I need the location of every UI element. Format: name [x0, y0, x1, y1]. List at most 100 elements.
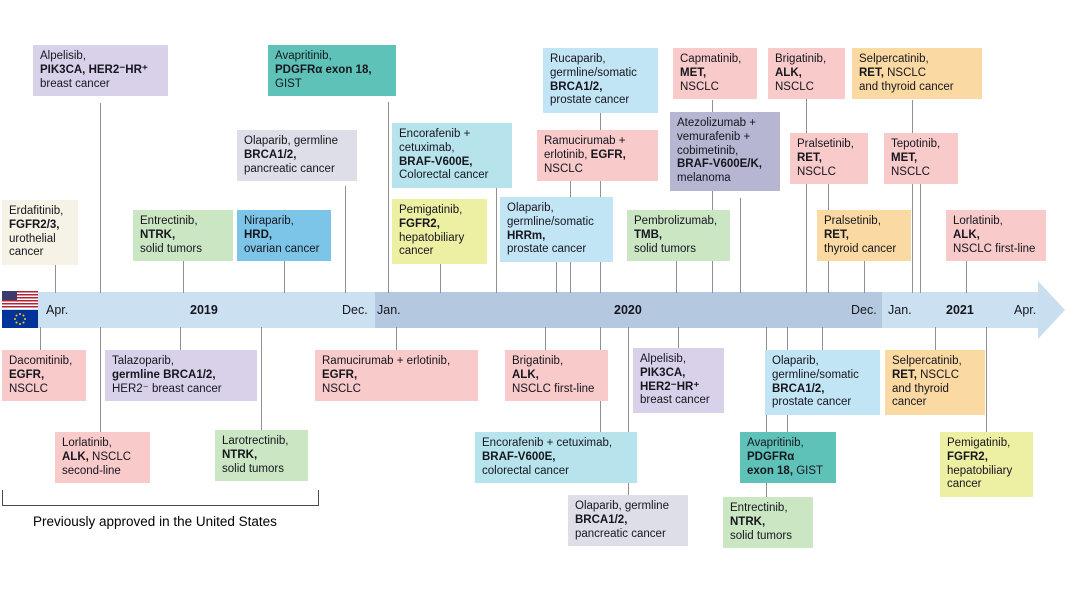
approval-text-segment: Erdafitinib, — [9, 205, 64, 217]
connector-line — [966, 261, 967, 293]
approval-box-alpelisib-below: Alpelisib, PIK3CA, HER2⁻HR⁺ breast cancer — [633, 348, 724, 414]
approval-text-segment: germline/somatic — [772, 368, 859, 381]
approval-text-segment: Avapritinib, — [275, 50, 332, 62]
approval-text-segment: NTRK, — [222, 448, 258, 461]
approval-text-segment: EGFR, — [590, 148, 626, 161]
approval-text-segment: BRCA1/2, — [575, 513, 628, 526]
connector-line — [55, 263, 56, 293]
approval-text-segment: Pemigatinib, — [947, 437, 1011, 449]
approval-text-segment: TMB, — [634, 228, 663, 241]
connector-line — [822, 327, 823, 351]
approval-box-encorafenib-colorectal-below: Encorafenib + cetuximab, BRAF-V600E, color… — [475, 432, 637, 484]
connector-line — [40, 327, 41, 351]
connector-line — [100, 103, 101, 293]
approval-box-atezolizumab-above: Atezolizumab + vemurafenib + cobimetinib, B… — [670, 112, 780, 191]
approval-box-pralsetinib-thyroid-above: Pralsetinib, RET, thyroid cancer — [817, 210, 911, 262]
approval-text-segment: ovarian cancer — [244, 242, 320, 255]
approval-text-segment: exon 18, — [747, 464, 794, 477]
us-flag-canton — [2, 291, 17, 300]
timeline-band-middle — [375, 292, 882, 328]
approval-text-segment: EGFR, — [322, 368, 358, 381]
approval-text-segment: cobimetinib, — [677, 144, 739, 157]
connector-line — [986, 327, 987, 433]
approval-text-segment: Olaparib, germline — [244, 135, 338, 147]
connector-line — [496, 187, 497, 293]
approval-text-segment: Talazoparib, — [112, 355, 175, 367]
approval-text-segment: cancer — [9, 246, 44, 259]
approval-text-segment: hepatobiliary — [947, 464, 1013, 477]
approval-text-segment: Selpercatinib, — [892, 355, 962, 367]
approval-text-segment: PDGFRα — [747, 450, 795, 463]
approval-text-segment: Lorlatinib, — [62, 437, 112, 449]
approval-text-segment: NSCLC — [883, 66, 927, 79]
approval-text-segment: Alpelisib, — [40, 50, 87, 62]
approval-text-segment: Brigatinib, — [775, 53, 827, 65]
approval-text-segment: melanoma — [677, 172, 731, 185]
approval-text-segment: Avapritinib, — [747, 437, 804, 449]
approval-text-segment: HRRm, — [507, 229, 546, 242]
approval-box-niraparib-above: Niraparib, HRD, ovarian cancer — [237, 210, 331, 262]
approval-box-entrectinib-above: Entrectinib, NTRK, solid tumors — [133, 210, 233, 262]
approval-text-segment: Entrectinib, — [730, 502, 788, 514]
approval-box-entrectinib-below: Entrectinib, NTRK, solid tumors — [723, 497, 813, 549]
approval-box-olaparib-hrrm-above: Olaparib, germline/somatic HRRm, prostate c… — [500, 197, 613, 263]
approval-text-segment: germline/somatic — [550, 66, 637, 79]
approval-text-segment: and thyroid — [892, 382, 949, 395]
approval-box-tepotinib-above: Tepotinib, MET, NSCLC — [884, 133, 958, 185]
us-approved-bracket-left-tick — [2, 490, 3, 506]
connector-line — [628, 327, 629, 496]
approval-text-segment: RET, — [824, 228, 849, 241]
approval-text-segment: cancer — [399, 245, 434, 258]
approval-text-segment: NTRK, — [730, 515, 766, 528]
approval-text-segment: PDGFRα exon 18, — [275, 63, 372, 76]
approval-text-segment: NSCLC first-line — [512, 382, 595, 395]
approval-text-segment: BRAF-V600E, — [399, 155, 473, 168]
approval-text-segment: GIST — [793, 464, 824, 477]
approval-text-segment: thyroid cancer — [824, 242, 897, 255]
approval-text-segment: Rucaparib, — [550, 53, 606, 65]
approval-text-segment: NSCLC — [322, 382, 361, 395]
approval-text-segment: Atezolizumab + — [677, 117, 756, 129]
connector-line — [556, 262, 557, 293]
approval-box-selpercatinib-below: Selpercatinib, RET, NSCLC and thyroid cance… — [885, 350, 985, 416]
approval-text-segment: Pembrolizumab, — [634, 215, 718, 227]
timeline-band-left — [2, 292, 375, 328]
approval-box-olaparib-pancreatic-below: Olaparib, germline BRCA1/2, pancreatic can… — [568, 495, 688, 547]
approval-box-selpercatinib-above: Selpercatinib, RET, NSCLC and thyroid canc… — [852, 48, 982, 100]
approval-text-segment: cancer — [892, 396, 927, 409]
approval-text-segment: Encorafenib + cetuximab, — [482, 437, 613, 449]
approval-text-segment: NSCLC — [797, 165, 836, 178]
approval-text-segment: RET, — [892, 368, 917, 381]
connector-line — [935, 327, 936, 351]
approval-text-segment: NSCLC — [9, 382, 48, 395]
approval-text-segment: BRAF-V600E, — [482, 450, 556, 463]
connector-line — [712, 100, 713, 293]
approval-text-segment: MET, — [891, 151, 918, 164]
approval-text-segment: erlotinib, — [544, 148, 591, 161]
connector-line — [180, 327, 181, 351]
approval-box-alpelisib-above: Alpelisib, PIK3CA, HER2⁻HR⁺ breast cancer — [33, 45, 168, 97]
connector-line — [920, 181, 921, 293]
approval-text-segment: breast cancer — [640, 394, 710, 407]
connector-line — [828, 181, 829, 293]
approval-text-segment: solid tumors — [222, 462, 284, 475]
approval-text-segment: Tepotinib, — [891, 138, 941, 150]
approval-text-segment: EGFR, — [9, 368, 45, 381]
approval-text-segment: FGFR2, — [947, 450, 988, 463]
approval-text-segment: pancreatic cancer — [575, 527, 666, 540]
approval-box-larotrectinib-below: Larotrectinib, NTRK, solid tumors — [215, 430, 308, 482]
approval-box-pembrolizumab-above: Pembrolizumab, TMB, solid tumors — [627, 210, 730, 262]
approval-text-segment: prostate cancer — [507, 243, 587, 256]
connector-line — [183, 261, 184, 293]
approval-text-segment: Pralsetinib, — [797, 138, 854, 150]
approval-text-segment: NSCLC — [891, 165, 930, 178]
approval-text-segment: Dacomitinib, — [9, 355, 73, 367]
approval-box-brigatinib-below: Brigatinib, ALK, NSCLC first-line — [505, 350, 608, 402]
approval-text-segment: Olaparib, — [507, 202, 554, 214]
approval-text-segment: prostate cancer — [772, 396, 852, 409]
approval-text-segment: FGFR2, — [399, 217, 440, 230]
approval-text-segment: hepatobiliary — [399, 231, 465, 244]
connector-line — [570, 181, 571, 293]
timeline-band-right — [882, 292, 1038, 328]
